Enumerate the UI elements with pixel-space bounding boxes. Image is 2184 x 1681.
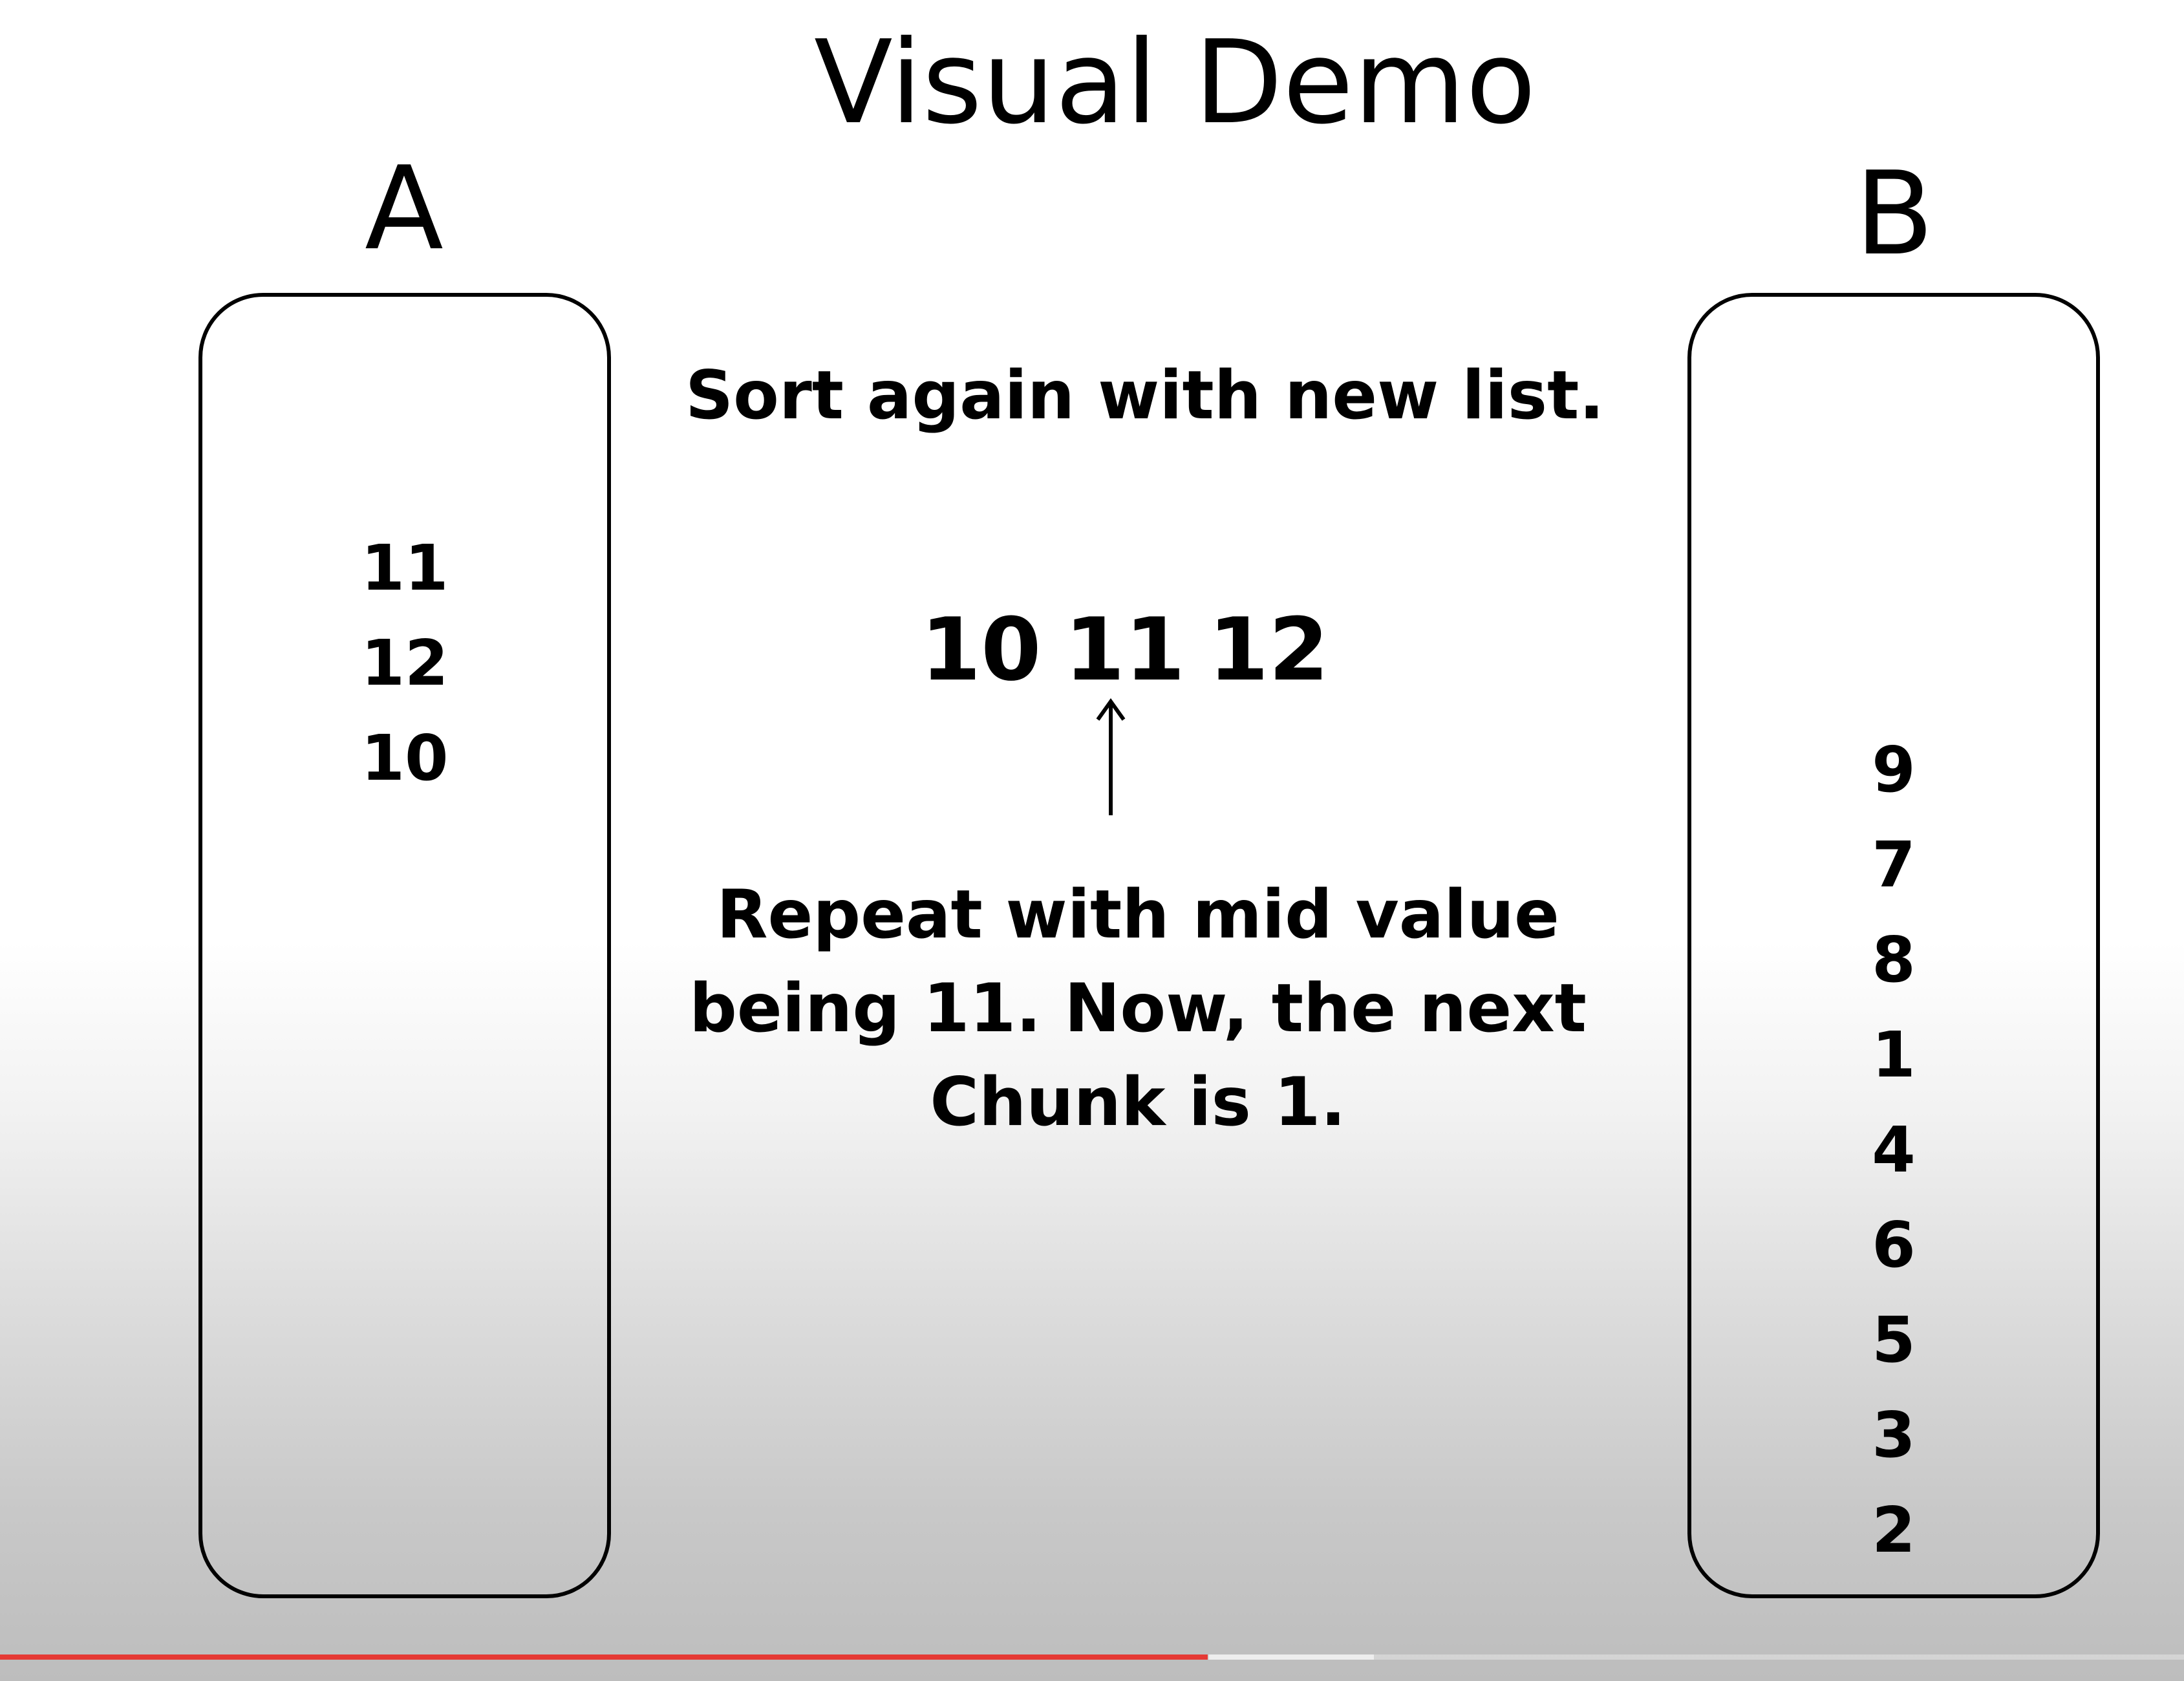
explanation-text: Repeat with mid value being 11. Now, the… <box>685 868 1590 1150</box>
column-b-container <box>1687 293 2100 1598</box>
column-a-container <box>198 293 611 1598</box>
sequence-item-mid: 11 <box>1064 599 1185 700</box>
column-b-item: 7 <box>1872 828 1916 901</box>
column-b-item: 5 <box>1872 1303 1916 1376</box>
video-played-bar[interactable] <box>0 1654 1208 1660</box>
column-b-label: B <box>1854 147 1934 281</box>
sequence-item: 12 <box>1208 599 1329 700</box>
column-a-item: 12 <box>361 626 449 700</box>
column-b-item: 1 <box>1872 1018 1916 1091</box>
column-a-item: 11 <box>361 531 449 605</box>
column-a-label: A <box>365 142 444 275</box>
explanation-line: Chunk is 1. <box>930 1064 1346 1141</box>
explanation-line: being 11. Now, the next <box>689 970 1587 1047</box>
column-b-item: 9 <box>1872 733 1916 806</box>
column-b-item: 3 <box>1872 1398 1916 1472</box>
explanation-line: Repeat with mid value <box>716 876 1559 954</box>
column-b-list: 9 7 8 1 4 6 5 3 2 <box>1764 722 2023 1578</box>
up-arrow-icon <box>1096 698 1126 815</box>
video-buffered-bar <box>1209 1654 1374 1660</box>
column-a-item: 10 <box>361 722 449 795</box>
column-b-item: 6 <box>1872 1208 1916 1281</box>
sorted-sequence: 10 11 12 <box>921 595 1329 705</box>
column-b-item: 2 <box>1872 1494 1916 1567</box>
slide-title: Visual Demo <box>814 16 1536 149</box>
sequence-item: 10 <box>921 599 1042 700</box>
column-b-item: 8 <box>1872 923 1916 996</box>
column-a-list: 11 12 10 <box>275 520 534 806</box>
instruction-text: Sort again with new list. <box>685 357 1605 434</box>
column-b-item: 4 <box>1872 1113 1916 1186</box>
